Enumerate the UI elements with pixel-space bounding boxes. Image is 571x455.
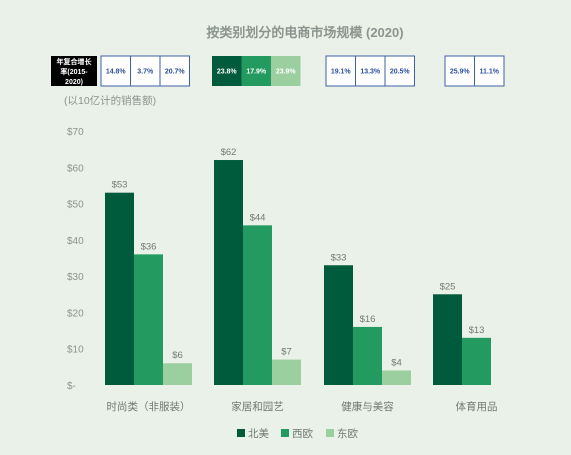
legend-label: 东欧 [337,427,358,440]
bar [433,294,462,385]
legend: 北美 西欧 东欧 [237,427,358,440]
bar [353,326,382,385]
y-tick-label: $60 [67,163,84,174]
bars: $53 $36 $6 $62 $44 $7 $33 $16 $4 $25 $13 [105,147,491,385]
data-label: $36 [141,241,157,252]
data-label: $53 [112,180,128,191]
cagr-value: 20.7% [165,69,186,76]
y-axis: $- $10 $20 $30 $40 $50 $60 $70 [67,127,84,392]
category-label: 健康与美容 [341,400,394,413]
data-label: $7 [281,347,292,358]
y-tick-label: $10 [67,345,84,356]
cagr-box [474,55,505,87]
y-axis-label: (以10亿计的销售额) [64,94,156,107]
data-label: $4 [391,357,402,368]
cagr-value: 23.9% [276,69,297,76]
cagr-value: 3.7% [137,69,154,76]
cagr-value: 14.8% [106,69,127,76]
cagr-label-line-1: 年复合增长 [57,57,93,66]
category-label: 家居和园艺 [231,400,284,413]
data-label: $6 [172,350,183,361]
data-label: $16 [360,314,376,325]
bar [272,359,301,385]
chart-title: 按类别划分的电商市场规模 (2020) [206,25,403,40]
y-tick-label: $20 [67,308,84,319]
category-labels: 时尚类（非服装） 家居和园艺 健康与美容 体育用品 [107,400,498,413]
data-label: $44 [250,212,266,223]
cagr-value: 19.1% [331,69,352,76]
cagr-value: 20.5% [390,69,411,76]
cagr-box [325,55,356,87]
legend-label: 北美 [248,427,269,440]
cagr-value: 23.8% [217,69,238,76]
bar [163,363,192,385]
legend-swatch [237,429,245,437]
category-label: 体育用品 [456,400,498,413]
legend-swatch [281,429,289,437]
data-label: $62 [221,147,237,158]
cagr-label-line-3: 2020) [65,79,83,86]
cagr-label-box [51,56,97,86]
y-tick-label: $- [67,381,76,392]
cagr-box [100,55,131,87]
bar [462,337,491,385]
y-tick-label: $70 [67,127,84,138]
cagr-box [271,56,301,86]
bar [105,192,134,385]
cagr-value: 11.1% [480,69,500,76]
cagr-label-line-2: 率(2015- [60,67,88,76]
cagr-box [159,55,190,87]
cagr-box [130,55,161,87]
category-label: 时尚类（非服装） [107,400,191,413]
legend-swatch [326,429,334,437]
cagr-box [444,55,475,87]
bar [324,265,353,385]
data-label: $33 [331,252,347,263]
cagr-box [384,55,415,87]
cagr-box [355,55,386,87]
bar [382,370,411,385]
cagr-value: 13.3% [360,69,381,76]
y-tick-label: $30 [67,272,84,283]
cagr-value: 17.9% [246,69,267,76]
cagr-value: 25.9% [450,69,471,76]
cagr-box [241,56,271,86]
legend-label: 西欧 [292,428,313,440]
cagr-box [212,56,242,86]
y-tick-label: $50 [67,200,84,211]
cagr-row: 年复合增长 率(2015- 2020) 14.8% 3.7% 20.7% 23.8% 1… [51,55,505,87]
data-label: $25 [440,281,456,292]
bar [243,225,272,385]
y-tick-label: $40 [67,236,84,247]
data-label: $13 [469,325,485,336]
bar [134,254,163,385]
bar [214,160,243,385]
